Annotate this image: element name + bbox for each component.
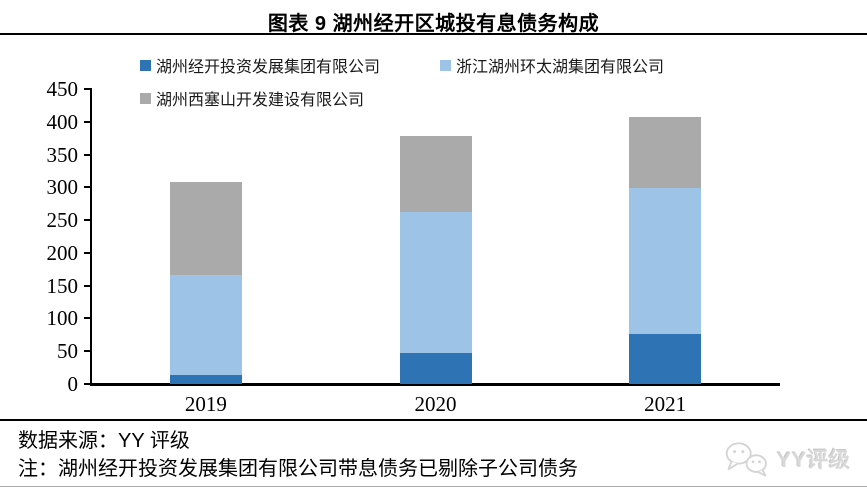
chart-legend: 湖州经开投资发展集团有限公司 浙江湖州环太湖集团有限公司 湖州西塞山开发建设有限… (140, 53, 664, 110)
x-axis-line (90, 383, 780, 386)
chart-title: 图表 9 湖州经开区城投有息债务构成 (267, 13, 600, 35)
y-axis-tick-label: 50 (57, 339, 78, 364)
legend-item-xss: 湖州西塞山开发建设有限公司 (140, 86, 440, 110)
y-axis-tick-mark (84, 186, 91, 189)
bar-segment-2020-series-2 (399, 135, 472, 212)
bar-segment-2021-series-1 (629, 187, 702, 335)
wechat-logo-icon (725, 442, 767, 477)
title-divider (0, 33, 867, 35)
legend-label: 湖州西塞山开发建设有限公司 (156, 92, 365, 109)
y-axis-tick-label: 350 (46, 142, 79, 167)
legend-marker-light-blue-icon (440, 59, 451, 71)
y-axis-tick-label: 200 (46, 240, 79, 265)
y-axis-tick-label: 300 (46, 175, 79, 200)
y-axis-tick-mark (84, 251, 91, 254)
footer-note-text: 注：湖州经开投资发展集团有限公司带息债务已剔除子公司债务 (18, 458, 578, 480)
bar-segment-2019-series-2 (169, 182, 242, 275)
legend-label: 浙江湖州环太湖集团有限公司 (456, 59, 665, 76)
legend-label: 湖州经开投资发展集团有限公司 (156, 59, 381, 76)
stacked-bar-2021 (629, 116, 702, 384)
legend-item-hzjk: 湖州经开投资发展集团有限公司 (140, 53, 440, 77)
y-axis-tick-mark (84, 219, 91, 222)
y-axis-tick-label: 150 (46, 273, 79, 298)
footer-divider (0, 419, 867, 421)
watermark-label: YY评级 (776, 449, 851, 472)
bar-segment-2020-series-0 (399, 352, 472, 384)
stacked-bar-2020 (399, 135, 472, 384)
y-axis-tick-label: 100 (46, 306, 79, 331)
y-axis-tick-mark (84, 350, 91, 353)
x-axis-tick-label: 2019 (184, 392, 227, 416)
y-axis-tick-mark (84, 317, 91, 320)
y-axis-tick-mark (84, 88, 91, 90)
data-source-text: 数据来源：YY 评级 (18, 430, 190, 452)
bar-segment-2021-series-2 (629, 116, 702, 188)
y-axis-tick-label: 400 (46, 109, 79, 134)
watermark: YY评级 (723, 440, 851, 478)
y-axis-tick-mark (84, 383, 91, 385)
bar-segment-2020-series-1 (399, 211, 472, 353)
legend-marker-dark-blue-icon (140, 59, 151, 71)
bar-segment-2019-series-1 (169, 274, 242, 376)
y-axis-tick-label: 450 (46, 77, 79, 101)
y-axis-line (90, 88, 92, 385)
y-axis-tick-mark (84, 284, 91, 287)
stacked-bar-2019 (169, 182, 242, 384)
x-axis-tick-label: 2021 (644, 392, 687, 416)
y-axis-tick-label: 0 (67, 372, 79, 396)
x-axis-tick-label: 2020 (414, 392, 457, 416)
bar-segment-2019-series-0 (169, 375, 242, 384)
bottom-divider (0, 486, 867, 487)
bar-segment-2021-series-0 (629, 334, 702, 384)
legend-item-hth: 浙江湖州环太湖集团有限公司 (440, 53, 664, 77)
y-axis-tick-mark (84, 120, 91, 123)
plot-area: 0 50 100 150 200 250 300 350 400 450 2019 2020 2021 (46, 77, 780, 416)
legend-marker-gray-icon (140, 92, 151, 104)
y-axis-tick-label: 250 (46, 208, 79, 233)
y-axis-tick-mark (84, 153, 91, 156)
